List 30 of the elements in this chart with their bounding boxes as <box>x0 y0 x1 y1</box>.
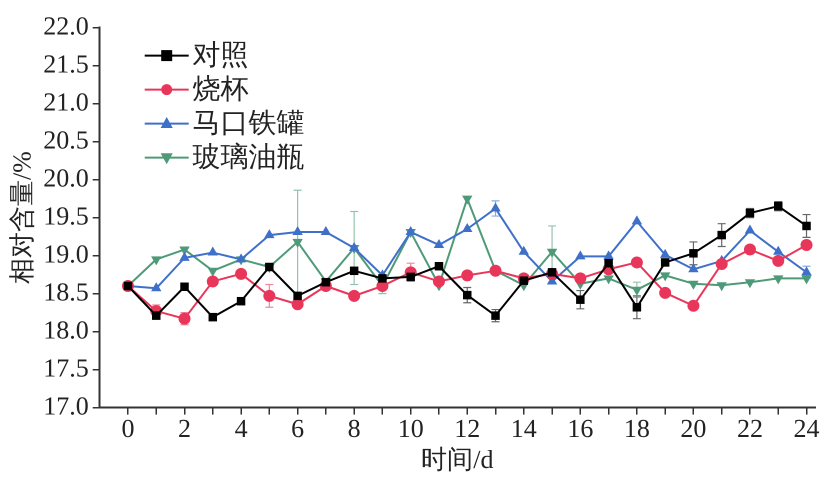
x-tick-label: 0 <box>121 414 134 444</box>
x-tick-label: 6 <box>291 414 304 444</box>
y-tick-label: 21.0 <box>43 87 89 116</box>
y-tick-label: 21.5 <box>43 49 89 78</box>
x-tick-label: 20 <box>680 414 706 444</box>
legend-label: 对照 <box>192 40 249 71</box>
legend-label: 玻璃油瓶 <box>192 142 305 173</box>
x-tick-label: 16 <box>567 414 594 444</box>
x-axis-title: 时间/d <box>421 445 494 474</box>
y-tick-label: 18.5 <box>43 277 89 306</box>
y-tick-label: 19.0 <box>43 239 89 268</box>
y-tick-label: 18.0 <box>43 315 89 344</box>
x-tick-label: 24 <box>794 414 820 444</box>
y-tick-label: 20.0 <box>43 163 89 192</box>
y-tick-label: 17.5 <box>43 353 89 382</box>
y-tick-label: 22.0 <box>43 11 89 40</box>
y-tick-label: 19.5 <box>43 201 89 230</box>
legend-label: 烧杯 <box>192 74 249 105</box>
x-tick-label: 2 <box>178 414 192 444</box>
legend-label: 马口铁罐 <box>192 108 305 139</box>
x-tick-label: 4 <box>234 414 248 444</box>
x-tick-label: 10 <box>398 414 424 444</box>
x-tick-label: 14 <box>510 414 537 444</box>
x-tick-label: 8 <box>348 414 361 444</box>
y-tick-label: 20.5 <box>43 125 89 154</box>
x-tick-label: 12 <box>454 414 480 444</box>
x-tick-label: 18 <box>624 414 650 444</box>
y-axis-title: 相对含量/% <box>7 151 36 284</box>
x-tick-label: 22 <box>736 414 763 444</box>
y-tick-label: 17.0 <box>43 391 89 420</box>
